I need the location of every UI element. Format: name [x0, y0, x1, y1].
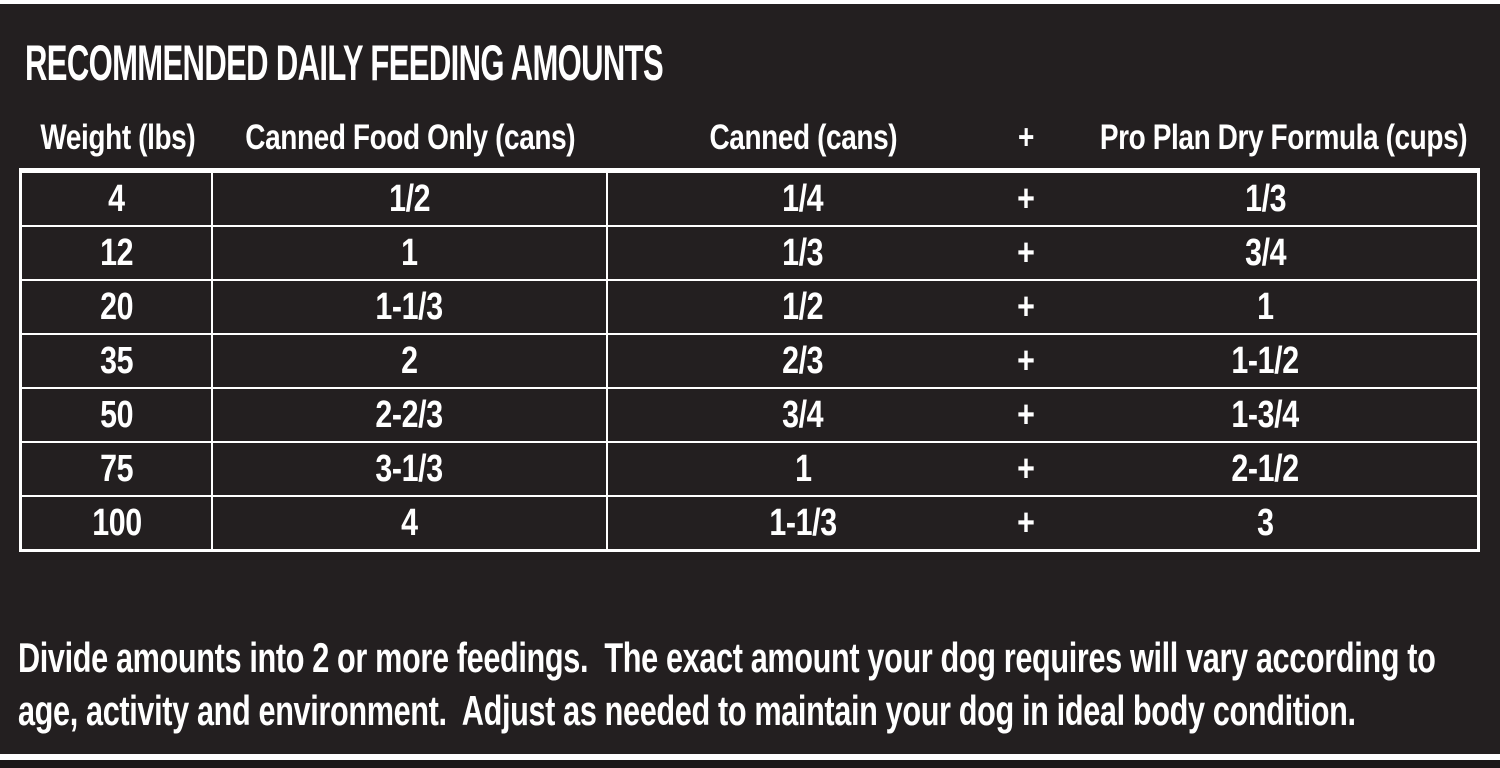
- cell-weight: 4: [22, 173, 213, 225]
- column-header-canned-only: Canned Food Only (cans): [213, 110, 608, 166]
- column-header-weight-label: Weight (lbs): [40, 118, 195, 157]
- cell-plus-sign: +: [998, 497, 1054, 549]
- bottom-border-line: [0, 754, 1500, 760]
- cell-plus-sign: +: [998, 335, 1054, 387]
- cell-canned: 1-1/3: [608, 497, 998, 549]
- cell-canned-only-value: 1-1/3: [375, 285, 444, 328]
- cell-dry-formula-value: 3/4: [1244, 231, 1287, 274]
- plus-sign: +: [1017, 501, 1035, 544]
- cell-dry-formula: 1/3: [1054, 173, 1477, 225]
- cell-weight-value: 4: [108, 177, 125, 220]
- cell-canned: 1/4: [608, 173, 998, 225]
- plus-sign: +: [1017, 447, 1035, 490]
- cell-dry-formula-value: 2-1/2: [1231, 447, 1300, 490]
- bottom-edge: [0, 760, 1500, 768]
- cell-dry-formula: 3/4: [1054, 227, 1477, 279]
- column-header-weight: Weight (lbs): [22, 110, 213, 166]
- table-row: 100 4 1-1/3 + 3: [22, 495, 1477, 549]
- cell-canned-value: 1/2: [782, 285, 824, 328]
- cell-weight-value: 12: [99, 231, 134, 274]
- cell-canned-only-value: 4: [401, 501, 418, 544]
- cell-canned-only: 4: [213, 497, 608, 549]
- table-row: 50 2-2/3 3/4 + 1-3/4: [22, 387, 1477, 441]
- plus-sign: +: [1017, 177, 1035, 220]
- footer-note-line-1: Divide amounts into 2 or more feedings. …: [18, 634, 1436, 681]
- cell-weight: 12: [22, 227, 213, 279]
- cell-canned-only: 1/2: [213, 173, 608, 225]
- table-row: 35 2 2/3 + 1-1/2: [22, 333, 1477, 387]
- cell-canned-only: 1-1/3: [213, 281, 608, 333]
- plus-sign: +: [1017, 231, 1035, 274]
- cell-weight: 50: [22, 389, 213, 441]
- top-border-line: [0, 0, 1500, 4]
- cell-weight: 75: [22, 443, 213, 495]
- cell-canned-only: 2-2/3: [213, 389, 608, 441]
- cell-plus-sign: +: [998, 443, 1054, 495]
- table-row: 12 1 1/3 + 3/4: [22, 225, 1477, 279]
- cell-dry-formula: 2-1/2: [1054, 443, 1477, 495]
- cell-canned-only: 2: [213, 335, 608, 387]
- footer-note-line-2: age, activity and environment. Adjust as…: [18, 687, 1356, 734]
- cell-dry-formula-value: 3: [1257, 501, 1274, 544]
- table-header-row: Weight (lbs) Canned Food Only (cans) Can…: [19, 110, 1480, 166]
- cell-canned-only-value: 1/2: [388, 177, 431, 220]
- cell-canned-value: 1/4: [782, 177, 824, 220]
- cell-canned: 1: [608, 443, 998, 495]
- table-row: 4 1/2 1/4 + 1/3: [22, 171, 1477, 225]
- cell-canned-value: 2/3: [782, 339, 824, 382]
- cell-weight-value: 100: [91, 501, 142, 544]
- cell-weight-value: 75: [99, 447, 134, 490]
- cell-canned: 3/4: [608, 389, 998, 441]
- feeding-table: 4 1/2 1/4 + 1/3 12: [19, 168, 1480, 552]
- cell-dry-formula-value: 1/3: [1244, 177, 1287, 220]
- cell-canned-only-value: 2: [401, 339, 418, 382]
- cell-weight-value: 20: [99, 285, 134, 328]
- column-header-plus: +: [998, 110, 1054, 166]
- column-header-canned: Canned (cans): [608, 110, 998, 166]
- cell-canned-only-value: 1: [401, 231, 418, 274]
- cell-weight-value: 50: [99, 393, 134, 436]
- cell-dry-formula: 1-3/4: [1054, 389, 1477, 441]
- cell-canned: 1/2: [608, 281, 998, 333]
- plus-sign: +: [1017, 393, 1035, 436]
- cell-dry-formula-value: 1-1/2: [1231, 339, 1300, 382]
- cell-canned-only-value: 2-2/3: [375, 393, 444, 436]
- cell-dry-formula: 3: [1054, 497, 1477, 549]
- cell-weight: 100: [22, 497, 213, 549]
- cell-plus-sign: +: [998, 281, 1054, 333]
- cell-dry-formula: 1: [1054, 281, 1477, 333]
- table-row: 20 1-1/3 1/2 + 1: [22, 279, 1477, 333]
- cell-weight: 35: [22, 335, 213, 387]
- cell-plus-sign: +: [998, 173, 1054, 225]
- cell-dry-formula-value: 1: [1257, 285, 1274, 328]
- cell-canned-value: 1: [794, 447, 812, 490]
- footer-note: Divide amounts into 2 or more feedings. …: [18, 631, 1500, 737]
- plus-sign: +: [1017, 285, 1035, 328]
- cell-plus-sign: +: [998, 227, 1054, 279]
- column-header-dry-formula: Pro Plan Dry Formula (cups): [1054, 110, 1500, 166]
- cell-canned-value: 1/3: [782, 231, 824, 274]
- cell-canned: 2/3: [608, 335, 998, 387]
- page-title: RECOMMENDED DAILY FEEDING AMOUNTS: [25, 35, 664, 91]
- cell-canned-value: 3/4: [782, 393, 824, 436]
- cell-canned-only: 1: [213, 227, 608, 279]
- column-header-dry-formula-label: Pro Plan Dry Formula (cups): [1099, 118, 1468, 157]
- cell-canned-only-value: 3-1/3: [375, 447, 444, 490]
- cell-canned-only: 3-1/3: [213, 443, 608, 495]
- column-header-canned-label: Canned (cans): [709, 118, 897, 157]
- cell-weight-value: 35: [99, 339, 134, 382]
- column-header-canned-only-label: Canned Food Only (cans): [245, 118, 576, 157]
- cell-plus-sign: +: [998, 389, 1054, 441]
- table-row: 75 3-1/3 1 + 2-1/2: [22, 441, 1477, 495]
- cell-canned: 1/3: [608, 227, 998, 279]
- plus-sign: +: [1017, 339, 1035, 382]
- cell-weight: 20: [22, 281, 213, 333]
- cell-canned-value: 1-1/3: [769, 501, 837, 544]
- cell-dry-formula-value: 1-3/4: [1231, 393, 1300, 436]
- cell-dry-formula: 1-1/2: [1054, 335, 1477, 387]
- plus-sign: +: [1018, 118, 1034, 157]
